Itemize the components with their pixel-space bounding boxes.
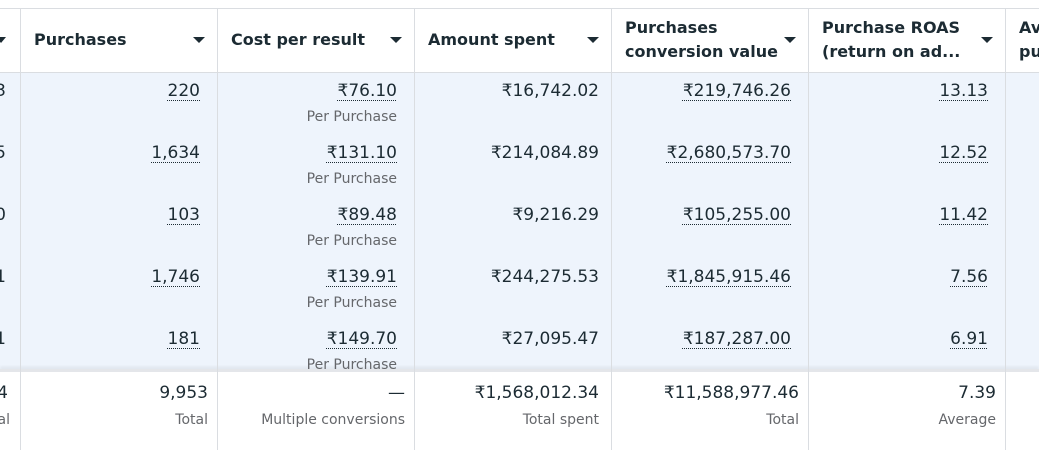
purchases-cell: 103	[167, 205, 200, 225]
cost-note: Per Purchase	[306, 233, 397, 249]
column-divider	[1005, 8, 1006, 450]
sort-caret[interactable]	[587, 34, 599, 46]
roas-cell: 13.13	[939, 81, 988, 101]
footer-label: Total	[175, 412, 208, 428]
header-top-border	[0, 8, 1039, 9]
partial-cell: 1	[0, 329, 6, 349]
roas-cell: 6.91	[950, 329, 988, 349]
value-cell: ₹187,287.00	[682, 329, 791, 349]
purchases-cell: 1,634	[151, 143, 200, 163]
footer-label: Total spent	[522, 412, 599, 428]
sort-caret[interactable]	[981, 34, 993, 46]
column-divider	[217, 372, 218, 450]
spent-cell: ₹214,084.89	[490, 143, 599, 163]
partial-header: Av	[1019, 18, 1039, 37]
column-divider	[217, 8, 218, 450]
footer-label: Multiple conversions	[261, 412, 405, 428]
cost-cell: ₹89.48	[337, 205, 397, 225]
column-divider	[611, 372, 612, 450]
partial-cell: 5	[0, 143, 6, 163]
column-divider	[808, 372, 809, 450]
partial-cell: 3	[0, 81, 6, 101]
footer-value: 9,953	[159, 383, 208, 403]
column-divider	[20, 372, 21, 450]
cost-cell: ₹149.70	[326, 329, 397, 349]
partial-header: pu	[1019, 42, 1039, 61]
footer-partial-note: al	[0, 412, 10, 428]
cost-cell: ₹76.10	[337, 81, 397, 101]
value-cell: ₹219,746.26	[682, 81, 791, 101]
footer-value: ₹11,588,977.46	[663, 383, 799, 403]
column-divider	[414, 8, 415, 450]
column-header[interactable]: Purchases conversion value	[625, 18, 778, 61]
cost-note: Per Purchase	[306, 171, 397, 187]
partial-cell: 1	[0, 267, 6, 287]
column-divider	[20, 8, 21, 450]
spent-cell: ₹9,216.29	[512, 205, 599, 225]
partial-cell: 0	[0, 205, 6, 225]
cost-cell: ₹139.91	[326, 267, 397, 287]
column-divider	[808, 8, 809, 450]
column-header[interactable]: Purchase ROAS (return on ad...	[822, 18, 961, 61]
column-header[interactable]: Amount spent	[428, 30, 555, 49]
sort-caret[interactable]	[784, 34, 796, 46]
cost-cell: ₹131.10	[326, 143, 397, 163]
footer-partial: 4	[0, 383, 8, 403]
left-caret[interactable]	[0, 34, 10, 46]
value-cell: ₹1,845,915.46	[666, 267, 791, 287]
roas-cell: 12.52	[939, 143, 988, 163]
footer-label: Total	[766, 412, 799, 428]
spent-cell: ₹244,275.53	[490, 267, 599, 287]
purchases-cell: 181	[167, 329, 200, 349]
footer-value: —	[388, 383, 405, 403]
spent-cell: ₹27,095.47	[501, 329, 599, 349]
column-header[interactable]: Cost per result	[231, 30, 366, 49]
rows-background	[0, 72, 1039, 370]
roas-cell: 11.42	[939, 205, 988, 225]
cost-note: Per Purchase	[306, 109, 397, 125]
footer-value: 7.39	[958, 383, 996, 403]
column-header[interactable]: Purchases	[34, 30, 127, 49]
footer-background	[0, 372, 1039, 450]
footer-border	[0, 369, 1039, 372]
column-divider	[611, 8, 612, 450]
roas-cell: 7.56	[950, 267, 988, 287]
header-bottom-border	[0, 72, 1039, 73]
value-cell: ₹105,255.00	[682, 205, 791, 225]
footer-value: ₹1,568,012.34	[474, 383, 599, 403]
footer-label: Average	[938, 412, 997, 428]
sort-caret[interactable]	[193, 34, 205, 46]
value-cell: ₹2,680,573.70	[666, 143, 791, 163]
column-divider	[1005, 372, 1006, 450]
purchases-cell: 220	[167, 81, 200, 101]
spent-cell: ₹16,742.02	[501, 81, 599, 101]
column-divider	[414, 372, 415, 450]
cost-note: Per Purchase	[306, 295, 397, 311]
cost-note: Per Purchase	[306, 357, 397, 373]
purchases-cell: 1,746	[151, 267, 200, 287]
sort-caret[interactable]	[390, 34, 402, 46]
